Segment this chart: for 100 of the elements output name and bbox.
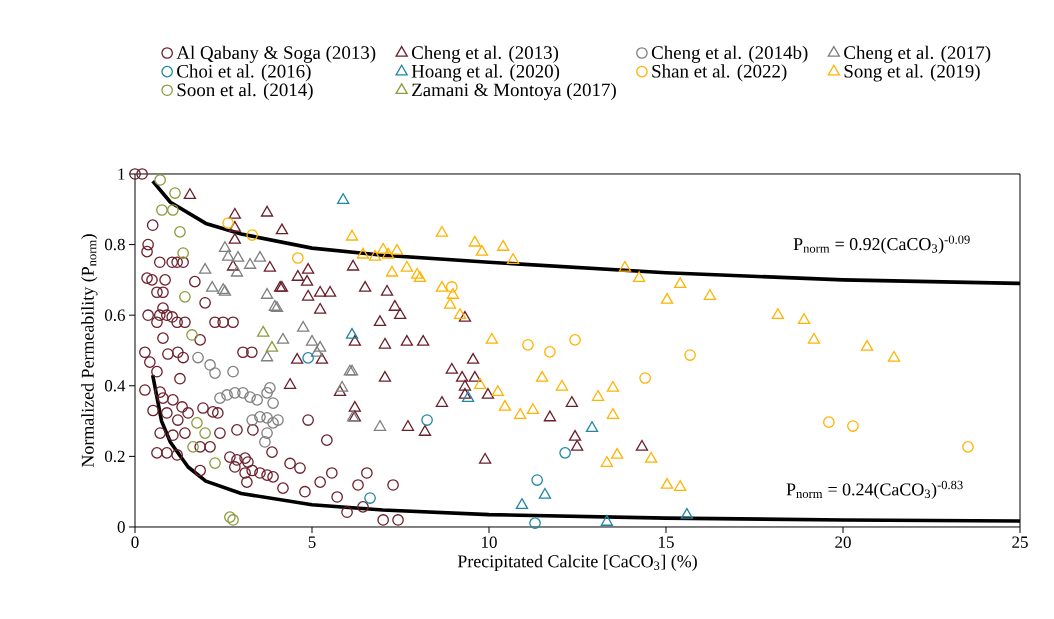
point [237,386,249,399]
point [416,334,430,346]
point [191,417,203,429]
point [177,247,189,259]
point [243,258,257,269]
point [496,240,510,251]
point [570,439,584,451]
point [478,452,492,464]
point [606,408,620,419]
point [227,365,239,378]
x-tick-label: 20 [835,536,851,548]
point [214,392,226,404]
point [600,514,614,526]
point [261,427,273,439]
point [335,380,349,392]
x-tick-label: 0 [131,536,139,548]
point [529,517,541,529]
point [618,260,632,272]
point [209,367,221,379]
point [259,436,271,448]
point [466,352,480,364]
point [458,387,472,399]
point [345,327,359,339]
point [569,334,581,346]
point [538,487,552,499]
point [356,247,370,259]
point [684,349,696,361]
point [522,338,534,351]
point [847,420,859,432]
legend-label: Hoang et al. (2020) [411,64,560,82]
point [260,205,274,217]
point [823,416,835,428]
point [591,390,605,401]
point [453,308,467,320]
point [660,292,674,304]
point [797,313,811,324]
annotation: P$_{norm}$ = 0.24(CaCO$_{3}$)$^{-0.83}$ [786,480,963,500]
point [535,370,549,382]
point [381,247,395,259]
point [244,391,256,403]
point [260,350,274,362]
point [251,394,263,406]
point [230,265,244,277]
legend-label: Al Qabany & Soga (2013) [176,45,376,63]
point [221,389,233,401]
y-axis-title: Normalized Permeability (P$_{norm}$) [81,234,98,468]
point [443,297,457,309]
point [348,400,362,412]
point [380,284,394,296]
point [254,411,266,423]
legend-label: Song et al. (2019) [844,64,980,82]
point [261,386,273,399]
point [300,274,314,286]
x-tick-label: 5 [308,536,316,548]
point [358,280,372,292]
point [435,396,449,407]
y-tick-label: 1 [118,168,125,180]
point [272,414,284,426]
point [283,378,297,389]
point [565,396,579,407]
point [385,265,399,277]
point [260,288,274,299]
x-axis-title: Precipitated Calcite [CaCO$_{3}$] (%) [457,554,697,572]
point [485,332,499,344]
y-tick-label: 0 [117,521,125,533]
point [302,352,314,364]
point [610,447,624,459]
point [228,220,242,232]
point [368,249,382,261]
point [275,223,289,235]
point [290,352,304,364]
point [771,308,785,320]
point [167,204,179,216]
point [253,250,267,262]
x-tick-label: 25 [1012,536,1028,548]
point [680,507,694,519]
point [585,421,599,432]
point [393,308,407,320]
point [267,417,279,429]
point [323,285,337,297]
legend-label: Choi et al. (2016) [177,64,311,82]
point [491,385,505,396]
point [276,332,290,344]
y-tick-label: 0.2 [104,450,125,463]
point [481,387,495,399]
point [364,492,376,504]
point [209,457,221,469]
point [526,403,540,414]
point [458,379,472,391]
point [435,280,449,292]
x-tick-label: 10 [482,536,497,548]
point [807,332,821,344]
point [498,399,512,411]
point [291,270,305,281]
point [156,204,168,216]
point [376,242,390,254]
point [468,235,482,247]
y-tick-label: 0.8 [104,238,125,251]
point [265,340,279,352]
point [192,351,204,364]
